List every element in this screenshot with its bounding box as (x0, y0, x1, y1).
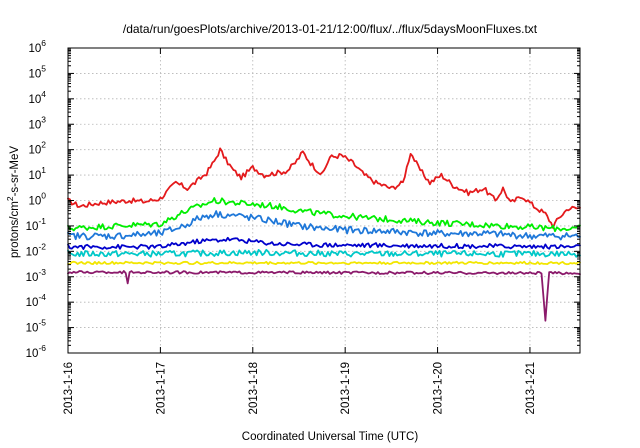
series-group (67, 147, 581, 322)
y-tick-exp: -6 (38, 343, 46, 353)
y-axis: 10-610-510-410-310-210-11001011021031041… (26, 38, 580, 360)
y-tick-exp: -1 (38, 216, 46, 226)
y-axis-label-base: protons/cm (9, 201, 21, 258)
y-tick-exp: 4 (41, 89, 46, 99)
y-axis-label: protons/cm2-s-sr-MeV (5, 146, 21, 258)
x-axis: 2013-1-16 2013-1-17 2013-1-18 2013-1-19 2013… (63, 48, 537, 414)
y-tick-base: 10 (26, 246, 39, 258)
series-line-4 (67, 236, 581, 250)
y-tick-base: 10 (26, 297, 39, 309)
y-tick-base: 10 (26, 323, 39, 335)
y-tick-base: 10 (28, 43, 41, 55)
y-tick-label: 10-4 (26, 292, 47, 309)
chart-title: /data/run/goesPlots/archive/2013-01-21/1… (123, 22, 538, 36)
x-tick-label: 2013-1-21 (525, 362, 537, 414)
y-axis-label-sup: 2 (5, 196, 15, 201)
y-tick-label: 10-5 (26, 318, 47, 335)
y-tick-base: 10 (28, 196, 41, 208)
y-tick-exp: 5 (41, 63, 46, 73)
y-tick-label: 100 (28, 191, 46, 208)
series-line-6 (67, 260, 581, 266)
x-axis-label: Coordinated Universal Time (UTC) (242, 431, 419, 443)
x-tick-label: 2013-1-18 (248, 362, 260, 414)
y-tick-label: 106 (28, 38, 46, 55)
y-tick-exp: -5 (38, 318, 46, 328)
y-tick-base: 10 (28, 145, 41, 157)
x-tick-label: 2013-1-17 (155, 362, 167, 414)
y-tick-label: 105 (28, 63, 46, 80)
y-tick-label: 10-1 (26, 216, 47, 233)
y-tick-label: 10-2 (26, 241, 47, 258)
y-tick-exp: -4 (38, 292, 46, 302)
series-line-2 (67, 197, 581, 233)
x-tick-label: 2013-1-16 (63, 362, 75, 414)
y-tick-exp: -3 (38, 267, 46, 277)
y-tick-exp: -2 (38, 241, 46, 251)
y-tick-label: 101 (28, 165, 46, 182)
y-tick-exp: 0 (41, 191, 46, 201)
y-tick-exp: 1 (41, 165, 46, 175)
y-tick-label: 104 (28, 89, 46, 106)
series-line-5 (67, 248, 581, 258)
y-tick-label: 102 (28, 140, 46, 157)
series-line-7 (67, 270, 581, 322)
y-axis-label-rest: -s-sr-MeV (9, 146, 21, 197)
y-tick-exp: 3 (41, 114, 46, 124)
series-line-3 (67, 210, 581, 241)
y-tick-exp: 6 (41, 38, 46, 48)
y-tick-label: 103 (28, 114, 46, 131)
grid-lines (67, 47, 580, 354)
y-tick-exp: 2 (41, 140, 46, 150)
x-tick-label: 2013-1-19 (340, 362, 352, 414)
y-tick-base: 10 (26, 348, 39, 360)
y-tick-label: 10-6 (26, 343, 47, 360)
y-tick-base: 10 (28, 68, 41, 80)
y-tick-base: 10 (26, 221, 39, 233)
y-tick-base: 10 (28, 170, 41, 182)
y-tick-base: 10 (26, 272, 39, 284)
y-tick-label: 10-3 (26, 267, 47, 284)
series-line-1 (67, 147, 581, 229)
x-tick-label: 2013-1-20 (433, 362, 445, 414)
y-tick-base: 10 (28, 94, 41, 106)
y-tick-base: 10 (28, 119, 41, 131)
